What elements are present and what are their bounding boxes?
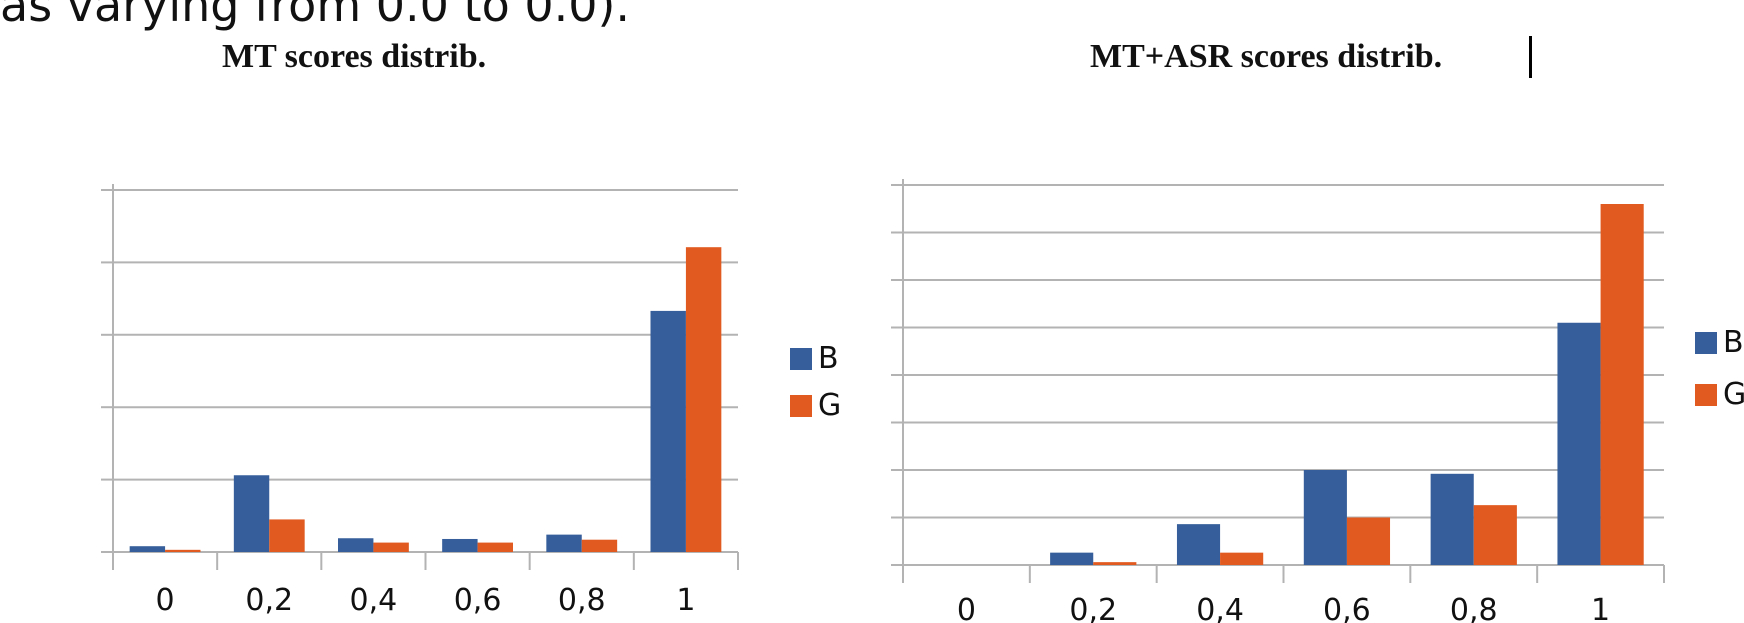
bar-b-0-8 (1431, 474, 1474, 565)
x-tick-label: 0,8 (558, 583, 606, 618)
legend-label-b: B (818, 341, 839, 376)
bar-b-0-4 (338, 538, 373, 552)
bar-b-0-2 (234, 475, 269, 552)
legend-swatch-b (1695, 332, 1717, 354)
bar-g-0-8 (582, 540, 617, 552)
chart-1: 0 0,2 0,4 0,6 0,8 1 BG (101, 184, 841, 618)
x-tick-label: 0,4 (1196, 593, 1244, 623)
bar-g-0-4 (373, 543, 408, 552)
bar-b-0 (130, 546, 165, 552)
x-tick-label: 0 (957, 593, 976, 623)
bar-b-0-8 (546, 535, 581, 552)
x-tick-label: 0,8 (1450, 593, 1498, 623)
bar-g-1 (1601, 204, 1644, 565)
bar-g-1 (686, 247, 721, 552)
chart-2: 0 0,2 0,4 0,6 0,8 1 BG (891, 179, 1744, 623)
bar-b-1 (1557, 323, 1600, 565)
bar-g-0-8 (1474, 505, 1517, 565)
bar-b-1 (651, 311, 686, 552)
x-tick-label: 1 (1591, 593, 1610, 623)
legend-swatch-b (790, 348, 812, 370)
x-tick-label: 0,6 (454, 583, 502, 618)
x-tick-label: 0,6 (1323, 593, 1371, 623)
bar-g-0 (165, 550, 200, 552)
bar-g-0-2 (269, 519, 304, 552)
bar-g-0-6 (478, 543, 513, 552)
bar-b-0-4 (1177, 524, 1220, 565)
x-tick-label: 0,2 (1069, 593, 1117, 623)
bar-g-0-2 (1093, 562, 1136, 565)
legend-swatch-g (1695, 384, 1717, 406)
x-tick-label: 0,4 (350, 583, 398, 618)
bar-g-0-4 (1220, 553, 1263, 565)
bar-b-0-6 (442, 539, 477, 552)
bar-b-0-2 (1050, 553, 1093, 565)
x-tick-label: 0,2 (245, 583, 293, 618)
x-tick-label: 1 (676, 583, 695, 618)
legend-swatch-g (790, 395, 812, 417)
legend-label-g: G (1723, 377, 1744, 412)
x-tick-label: 0 (156, 583, 175, 618)
legend-label-b: B (1723, 325, 1744, 360)
bar-b-0-6 (1304, 470, 1347, 565)
bar-g-0-6 (1347, 518, 1390, 566)
legend-label-g: G (818, 388, 841, 423)
